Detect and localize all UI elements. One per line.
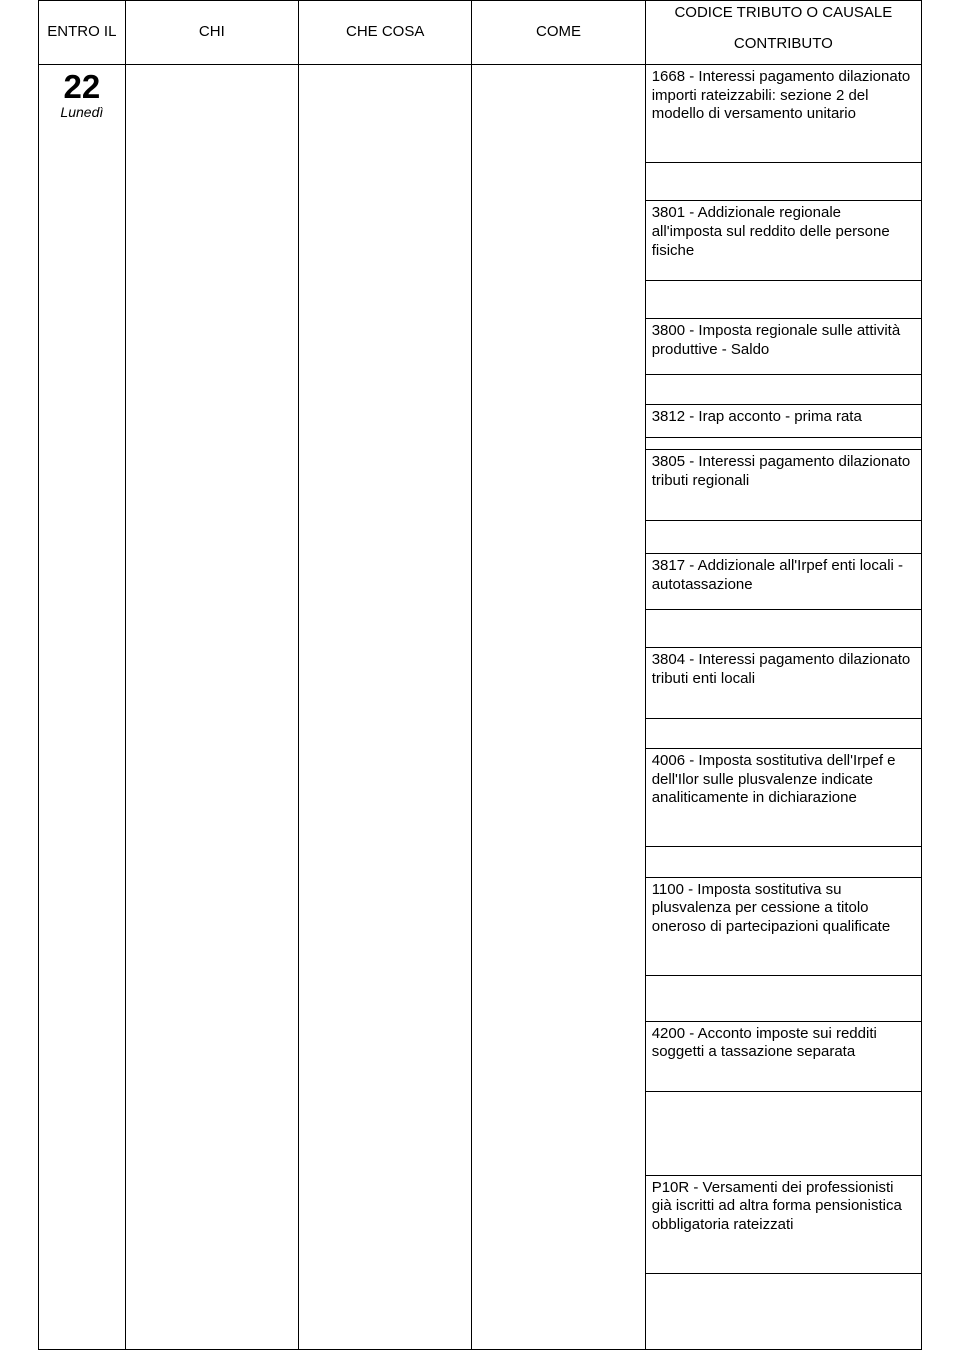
code-cell-4: 3805 - Interessi pagamento dilazionato t… bbox=[645, 450, 921, 521]
header-codice-1: CODICE TRIBUTO O CAUSALE bbox=[645, 1, 921, 33]
gap-6 bbox=[645, 718, 921, 748]
header-chi: CHI bbox=[125, 1, 298, 65]
code-cell-7: 4006 - Imposta sostitutiva dell'Irpef e … bbox=[645, 748, 921, 846]
gap-3 bbox=[645, 437, 921, 450]
code-cell-8: 1100 - Imposta sostitutiva su plusvalenz… bbox=[645, 877, 921, 975]
header-codice-2: CONTRIBUTO bbox=[645, 32, 921, 64]
filler bbox=[645, 1274, 921, 1350]
gap-2 bbox=[645, 374, 921, 404]
code-cell-2: 3800 - Imposta regionale sulle attività … bbox=[645, 318, 921, 374]
code-cell-3: 3812 - Irap acconto - prima rata bbox=[645, 405, 921, 438]
gap-0 bbox=[645, 163, 921, 201]
header-come: COME bbox=[472, 1, 645, 65]
header-entro: ENTRO IL bbox=[39, 1, 126, 65]
code-cell-6: 3804 - Interessi pagamento dilazionato t… bbox=[645, 647, 921, 718]
code-cell-1: 3801 - Addizionale regionale all'imposta… bbox=[645, 201, 921, 281]
code-cell-5: 3817 - Addizionale all'Irpef enti locali… bbox=[645, 553, 921, 609]
gap-5 bbox=[645, 610, 921, 648]
gap-8 bbox=[645, 976, 921, 1021]
code-cell-9: 4200 - Acconto imposte sui redditi sogge… bbox=[645, 1021, 921, 1092]
col-cosa-body bbox=[299, 64, 472, 1349]
day-number: 22 bbox=[45, 70, 119, 105]
col-come-body bbox=[472, 64, 645, 1349]
day-name: Lunedì bbox=[45, 104, 119, 122]
code-cell-0: 1668 - Interessi pagamento dilazionato i… bbox=[645, 64, 921, 162]
gap-7 bbox=[645, 847, 921, 877]
gap-1 bbox=[645, 280, 921, 318]
col-chi-body bbox=[125, 64, 298, 1349]
code-cell-10: P10R - Versamenti dei professionisti già… bbox=[645, 1175, 921, 1273]
entro-cell: 22Lunedì bbox=[39, 64, 126, 1349]
main-table: ENTRO ILCHICHE COSACOMECODICE TRIBUTO O … bbox=[38, 0, 922, 1350]
gap-4 bbox=[645, 521, 921, 554]
header-cosa: CHE COSA bbox=[299, 1, 472, 65]
gap-9 bbox=[645, 1092, 921, 1175]
